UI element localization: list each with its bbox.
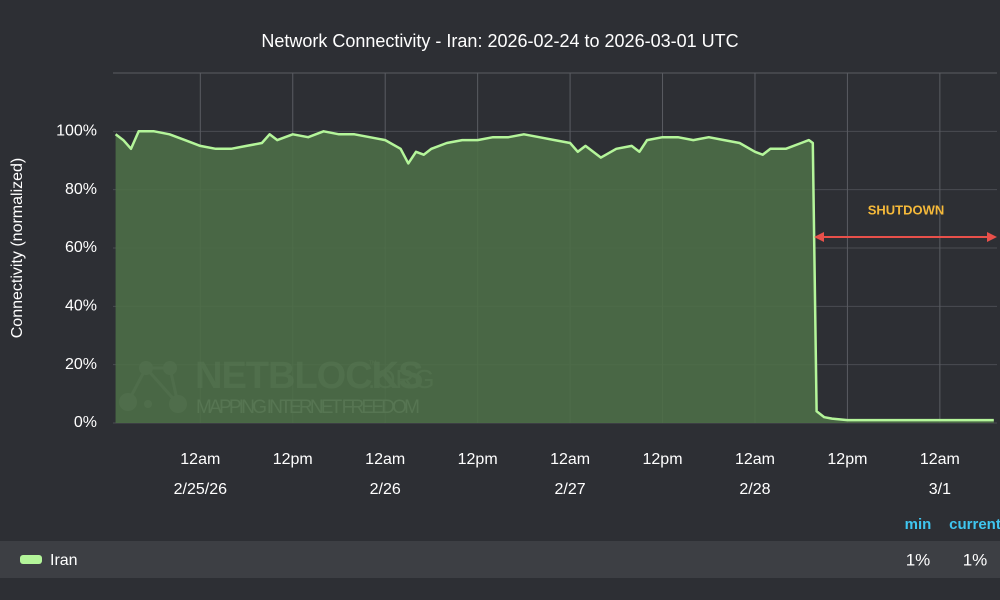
x-tick-label: 12pm [273,451,313,468]
stat-header: current [949,516,1000,533]
legend-bar [0,541,1000,578]
stat-value: 1% [906,550,931,569]
y-tick-label: 100% [56,123,97,140]
x-tick-label: 12am [180,451,220,468]
x-tick-label: 12am [550,451,590,468]
x-date-label: 2/26 [370,481,401,498]
y-tick-label: 0% [74,414,97,431]
x-date-label: 2/28 [739,481,770,498]
annotation-label: SHUTDOWN [868,202,945,217]
x-date-label: 2/27 [555,481,586,498]
y-axis-label: Connectivity (normalized) [9,158,26,339]
legend-label: Iran [50,552,78,569]
x-tick-label: 12am [735,451,775,468]
x-date-label: 2/25/26 [174,481,227,498]
area [115,131,994,424]
x-tick-label: 12am [365,451,405,468]
y-tick-label: 60% [65,239,97,256]
x-date-label: 3/1 [929,481,951,498]
y-tick-label: 40% [65,298,97,315]
legend-swatch [20,555,42,564]
stat-header: min [905,516,932,533]
x-tick-label: 12pm [643,451,683,468]
x-tick-label: 12am [920,451,960,468]
line [114,130,994,422]
x-tick-label: 12pm [827,451,867,468]
x-tick-label: 12pm [458,451,498,468]
stat-value: 1% [963,550,988,569]
chart-title: Network Connectivity - Iran: 2026-02-24 … [261,31,738,51]
y-tick-label: 80% [65,181,97,198]
y-tick-label: 20% [65,356,97,373]
